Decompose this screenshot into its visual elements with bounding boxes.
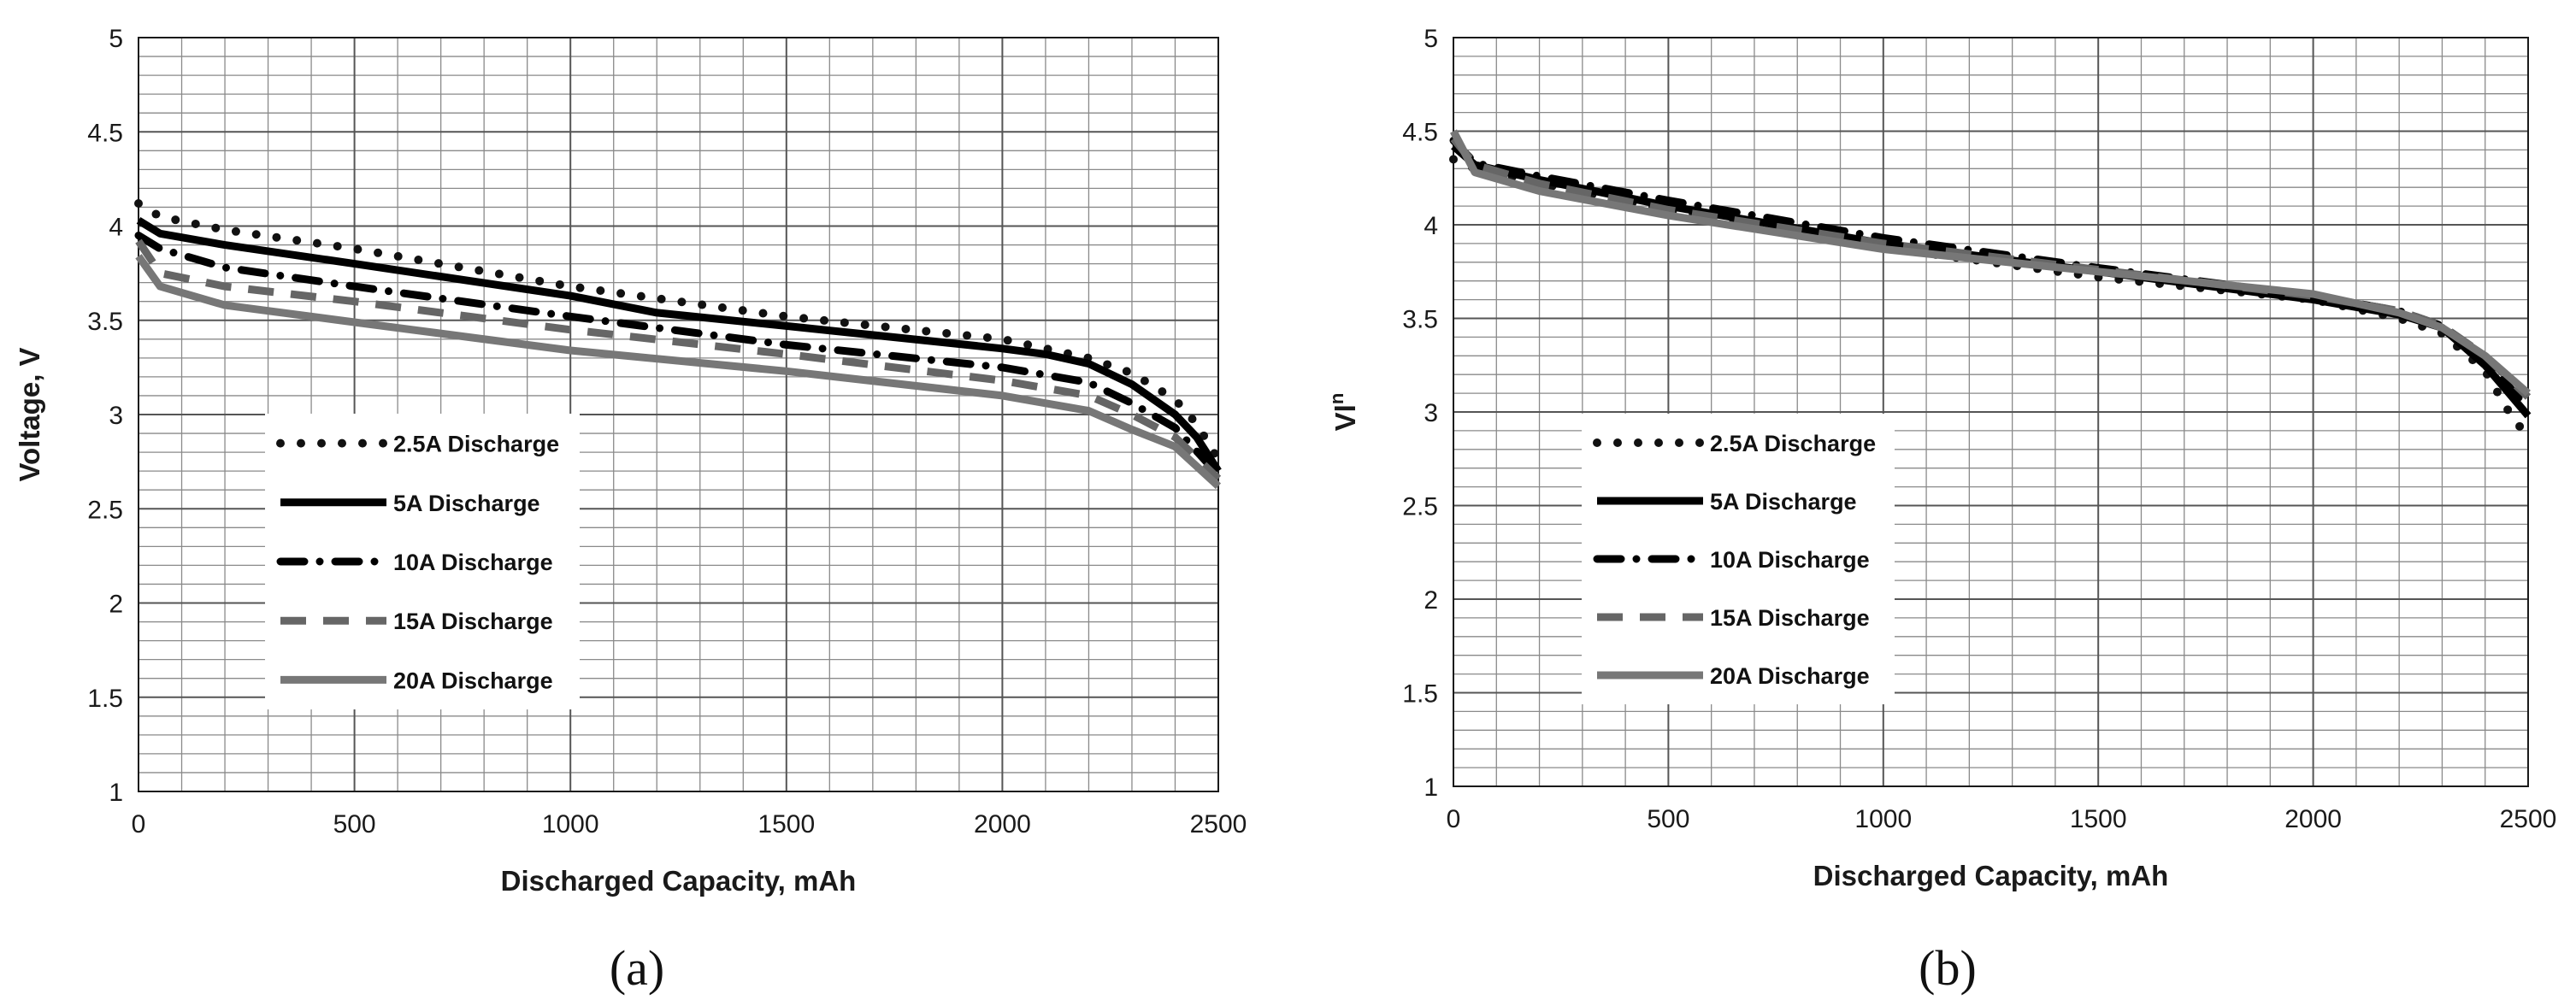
x-axis-title: Discharged Capacity, mAh bbox=[501, 865, 857, 897]
y-axis-title: Vln bbox=[1326, 393, 1361, 432]
y-tick-label: 3 bbox=[1424, 399, 1438, 427]
legend: 2.5A Discharge 5A Discharge 10A Discharge 1… bbox=[265, 414, 580, 709]
x-axis-title: Discharged Capacity, mAh bbox=[1813, 860, 2169, 891]
legend-label: 10A Discharge bbox=[393, 550, 553, 575]
y-tick-label: 2 bbox=[109, 591, 123, 619]
legend-label: 15A Discharge bbox=[1710, 605, 1870, 631]
y-axis-title: Voltage, V bbox=[14, 347, 45, 481]
legend-label: 5A Discharge bbox=[1710, 489, 1857, 515]
legend-label: 20A Discharge bbox=[1710, 663, 1870, 689]
plot-frame bbox=[138, 37, 1219, 792]
series-line-20a-discharge bbox=[135, 254, 1222, 490]
y-tick-label: 2.5 bbox=[1402, 493, 1438, 521]
y-tick-label: 2 bbox=[1424, 586, 1438, 615]
y-tick-label: 4.5 bbox=[87, 119, 123, 147]
y-axis-title-main: Vl bbox=[1329, 404, 1361, 431]
panel-label-a: (a) bbox=[610, 940, 664, 996]
y-tick-label: 4 bbox=[1424, 212, 1438, 240]
y-tick-label: 1 bbox=[109, 779, 123, 807]
x-tick-label: 1000 bbox=[1854, 805, 1912, 833]
series-layer bbox=[134, 199, 1223, 490]
x-tick-label: 500 bbox=[1647, 805, 1689, 833]
y-tick-label: 1 bbox=[1424, 774, 1438, 802]
x-tick-label: 500 bbox=[333, 810, 376, 838]
series-line-15a-discharge bbox=[135, 238, 1222, 482]
legend-label: 2.5A Discharge bbox=[1710, 431, 1876, 456]
series-line-10a-discharge bbox=[134, 232, 1223, 479]
x-tick-label: 1000 bbox=[542, 810, 599, 838]
y-tick-label: 4.5 bbox=[1402, 119, 1438, 147]
x-tick-label: 2000 bbox=[974, 810, 1031, 838]
x-tick-label: 0 bbox=[132, 810, 146, 838]
series-layer bbox=[1449, 129, 2532, 443]
series-line-2-5a-discharge bbox=[134, 199, 1223, 464]
x-tick-labels: 0 500 1000 1500 2000 2500 bbox=[132, 810, 1247, 838]
y-tick-labels: 1 1.5 2 2.5 3 3.5 4 4.5 5 bbox=[87, 25, 123, 807]
y-tick-label: 5 bbox=[1424, 25, 1438, 53]
legend-label: 15A Discharge bbox=[393, 609, 553, 634]
panel-label-b: (b) bbox=[1919, 940, 1977, 996]
y-tick-label: 1.5 bbox=[1402, 680, 1438, 709]
x-tick-label: 2500 bbox=[1190, 810, 1247, 838]
series-line-20a-discharge bbox=[1450, 129, 2531, 397]
x-tick-label: 0 bbox=[1447, 805, 1461, 833]
x-tick-label: 2000 bbox=[2284, 805, 2342, 833]
x-tick-label: 1500 bbox=[757, 810, 815, 838]
y-tick-labels: 1 1.5 2 2.5 3 3.5 4 4.5 5 bbox=[1402, 25, 1438, 802]
y-tick-label: 3 bbox=[109, 402, 123, 430]
y-tick-label: 5 bbox=[109, 25, 123, 53]
chart-panel-a: 0 500 1000 1500 2000 2500 1 1.5 2 2.5 3 3.5 4 4.5 5 2… bbox=[14, 25, 1247, 996]
chart-panel-b: 0 500 1000 1500 2000 2500 1 1.5 2 2.5 3 3.5 4 4.5 5 2… bbox=[1326, 25, 2556, 996]
legend: 2.5A Discharge 5A Discharge 10A Discharge 1… bbox=[1582, 414, 1895, 704]
legend-label: 2.5A Discharge bbox=[393, 432, 559, 457]
x-tick-label: 2500 bbox=[2500, 805, 2557, 833]
y-tick-label: 1.5 bbox=[87, 685, 123, 713]
x-tick-label: 1500 bbox=[2070, 805, 2127, 833]
y-tick-label: 4 bbox=[109, 214, 123, 242]
legend-label: 20A Discharge bbox=[393, 668, 553, 693]
y-tick-label: 3.5 bbox=[87, 308, 123, 336]
y-axis-title-superscript: n bbox=[1326, 393, 1347, 404]
legend-label: 10A Discharge bbox=[1710, 547, 1870, 573]
legend-label: 5A Discharge bbox=[393, 491, 540, 516]
x-tick-labels: 0 500 1000 1500 2000 2500 bbox=[1447, 805, 2557, 833]
series-line-5a-discharge bbox=[136, 217, 1222, 474]
y-tick-label: 3.5 bbox=[1402, 306, 1438, 334]
y-tick-label: 2.5 bbox=[87, 496, 123, 524]
